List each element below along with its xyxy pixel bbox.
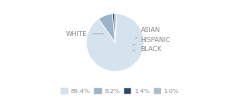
Wedge shape xyxy=(86,14,144,71)
Wedge shape xyxy=(115,14,117,42)
Text: WHITE: WHITE xyxy=(66,31,104,37)
Wedge shape xyxy=(112,14,115,42)
Text: HISPANIC: HISPANIC xyxy=(132,37,171,45)
Legend: 89.4%, 8.2%, 1.4%, 1.0%: 89.4%, 8.2%, 1.4%, 1.0% xyxy=(60,87,180,95)
Text: BLACK: BLACK xyxy=(133,46,162,52)
Wedge shape xyxy=(99,14,115,42)
Text: ASIAN: ASIAN xyxy=(136,27,161,38)
